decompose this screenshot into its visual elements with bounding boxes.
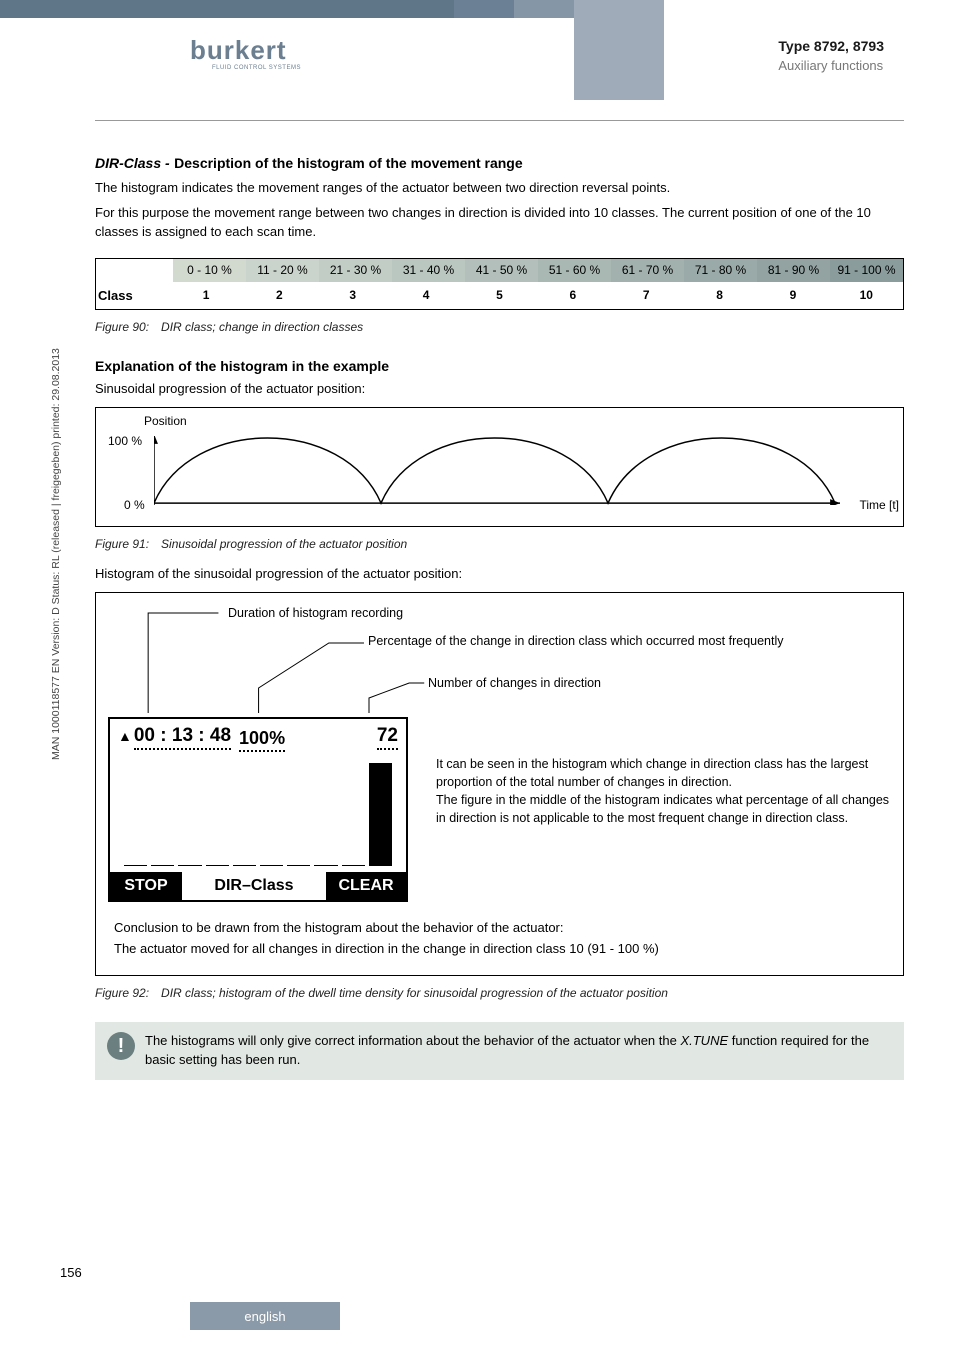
class-header: 71 - 80 % <box>684 259 757 283</box>
class-header: 61 - 70 % <box>611 259 684 283</box>
lcd-bar <box>151 865 174 866</box>
lcd-display: ▲ 00 : 13 : 48 100% 72 STOP DIR–Class CL… <box>108 717 408 902</box>
histogram-leaders: Duration of histogram recording Percenta… <box>108 603 891 713</box>
histogram-right-text: It can be seen in the histogram which ch… <box>436 755 893 828</box>
lcd-bar <box>314 865 337 866</box>
sine-y0-label: 0 % <box>124 498 145 512</box>
note-text-em: X.TUNE <box>680 1033 728 1048</box>
explanation-heading: Explanation of the histogram in the exam… <box>95 358 904 374</box>
class-value: 6 <box>536 282 609 309</box>
histogram-intro: Histogram of the sinusoidal progression … <box>95 565 904 584</box>
figure-90-caption: Figure 90: DIR class; change in directio… <box>95 320 904 334</box>
hist-right-para1: It can be seen in the histogram which ch… <box>436 755 893 791</box>
lcd-top-row: ▲ 00 : 13 : 48 100% 72 <box>110 719 406 750</box>
lcd-bar <box>178 865 201 866</box>
figure-92-caption: Figure 92: DIR class; histogram of the d… <box>95 986 904 1000</box>
lcd-bar <box>287 865 310 866</box>
class-value: 4 <box>389 282 462 309</box>
side-vertical-text: MAN 1000118577 EN Version: D Status: RL … <box>50 348 62 760</box>
lcd-bar <box>206 865 229 866</box>
sine-svg <box>154 436 845 505</box>
lcd-bar <box>342 865 365 866</box>
conclusion-line1: Conclusion to be drawn from the histogra… <box>114 918 885 939</box>
class-table-blank <box>96 259 173 283</box>
note-text-pre: The histograms will only give correct in… <box>145 1033 680 1048</box>
aux-line: Auxiliary functions <box>778 58 884 73</box>
class-header: 41 - 50 % <box>465 259 538 283</box>
dir-class-title-rest: Description of the histogram of the move… <box>174 155 523 171</box>
class-value: 1 <box>169 282 242 309</box>
note-box: ! The histograms will only give correct … <box>95 1022 904 1080</box>
dir-class-para2: For this purpose the movement range betw… <box>95 204 904 242</box>
logo-subtext: FLUID CONTROL SYSTEMS <box>212 65 301 71</box>
class-header: 0 - 10 % <box>173 259 246 283</box>
class-value: 5 <box>463 282 536 309</box>
lcd-clear-button[interactable]: CLEAR <box>326 872 406 900</box>
class-value: 10 <box>830 282 903 309</box>
class-header: 81 - 90 % <box>757 259 830 283</box>
lcd-percent: 100% <box>239 728 285 752</box>
figure-91-caption: Figure 91: Sinusoidal progression of the… <box>95 537 904 551</box>
explanation-subtext: Sinusoidal progression of the actuator p… <box>95 380 904 399</box>
exclamation-icon: ! <box>107 1032 135 1060</box>
class-value: 2 <box>243 282 316 309</box>
sine-y100-label: 100 % <box>108 434 142 448</box>
dir-class-prefix: DIR-Class - <box>95 155 170 171</box>
class-table-header-row: 0 - 10 % 11 - 20 % 21 - 30 % 31 - 40 % 4… <box>96 259 903 283</box>
class-value: 8 <box>683 282 756 309</box>
note-text: The histograms will only give correct in… <box>145 1032 892 1070</box>
class-value: 3 <box>316 282 389 309</box>
lcd-bar <box>124 865 147 866</box>
leader-lines-svg <box>108 603 891 713</box>
lcd-bar <box>260 865 283 866</box>
dir-class-para1: The histogram indicates the movement ran… <box>95 179 904 198</box>
class-header: 51 - 60 % <box>538 259 611 283</box>
lcd-bar <box>369 763 392 866</box>
class-table: 0 - 10 % 11 - 20 % 21 - 30 % 31 - 40 % 4… <box>95 258 904 311</box>
leader-duration: Duration of histogram recording <box>228 605 403 622</box>
leader-percentage: Percentage of the change in direction cl… <box>368 633 798 650</box>
class-header: 91 - 100 % <box>830 259 903 283</box>
lcd-time: 00 : 13 : 48 <box>134 725 231 750</box>
leader-count: Number of changes in direction <box>428 675 601 692</box>
hist-right-para2: The figure in the middle of the histogra… <box>436 791 893 827</box>
conclusion-line2: The actuator moved for all changes in di… <box>114 939 885 960</box>
lcd-up-arrow-icon: ▲ <box>118 728 132 744</box>
class-header: 21 - 30 % <box>319 259 392 283</box>
page-number: 156 <box>60 1265 82 1280</box>
lcd-bar-chart <box>124 763 392 866</box>
lcd-mode-label: DIR–Class <box>182 872 326 900</box>
histogram-panel: Duration of histogram recording Percenta… <box>95 592 904 977</box>
lcd-bar <box>233 865 256 866</box>
logo-text: burkert <box>190 35 287 66</box>
class-header: 11 - 20 % <box>246 259 319 283</box>
header-rule <box>95 120 904 121</box>
lcd-count: 72 <box>377 725 398 750</box>
class-table-value-row: Class 1 2 3 4 5 6 7 8 9 10 <box>96 282 903 309</box>
footer-language: english <box>190 1302 340 1330</box>
class-value: 7 <box>610 282 683 309</box>
page-content: DIR-Class - Description of the histogram… <box>95 155 904 1080</box>
histogram-conclusion: Conclusion to be drawn from the histogra… <box>108 918 891 960</box>
sine-position-label: Position <box>144 414 187 428</box>
type-line: Type 8792, 8793 <box>778 38 884 54</box>
lcd-stop-button[interactable]: STOP <box>110 872 182 900</box>
class-header: 31 - 40 % <box>392 259 465 283</box>
dir-class-heading: DIR-Class - Description of the histogram… <box>95 155 904 173</box>
top-color-bar <box>0 0 954 30</box>
sine-time-label: Time [t] <box>859 498 899 512</box>
header-right: Type 8792, 8793 Auxiliary functions <box>778 38 884 73</box>
lcd-bottom-row: STOP DIR–Class CLEAR <box>110 872 406 900</box>
sine-chart: Position 100 % 0 % Time [t] <box>95 407 904 527</box>
class-row-label: Class <box>96 282 169 309</box>
class-value: 9 <box>756 282 829 309</box>
